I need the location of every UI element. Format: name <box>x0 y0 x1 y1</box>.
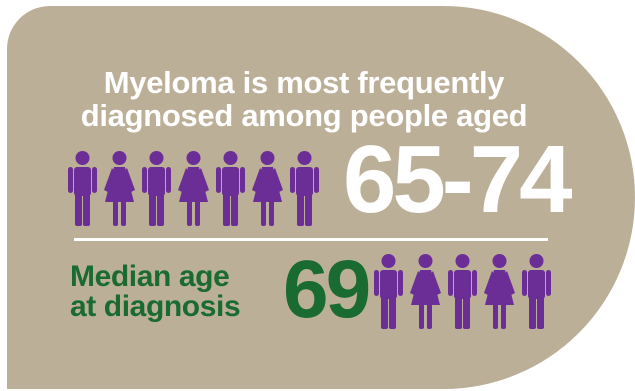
headline: Myeloma is most frequently diagnosed amo… <box>34 66 574 132</box>
female-person-icon <box>484 254 515 329</box>
age-range: 65-74 <box>343 126 573 233</box>
female-person-icon <box>410 254 441 329</box>
female-person-icon <box>104 151 135 226</box>
median-age-value: 69 <box>283 244 371 335</box>
male-person-icon <box>522 254 551 329</box>
people-row-top <box>66 150 321 226</box>
female-person-icon <box>178 151 209 226</box>
median-label: Median age at diagnosis <box>70 260 241 323</box>
median-label-line-2: at diagnosis <box>70 290 241 323</box>
male-person-icon <box>290 151 319 226</box>
people-row-bottom <box>372 253 553 329</box>
headline-line-1: Myeloma is most frequently <box>103 65 505 100</box>
male-person-icon <box>374 254 403 329</box>
female-person-icon <box>252 151 283 226</box>
divider <box>74 238 548 241</box>
male-person-icon <box>216 151 245 226</box>
headline-line-2: diagnosed among people aged <box>80 98 528 133</box>
median-label-line-1: Median age <box>70 260 230 293</box>
male-person-icon <box>448 254 477 329</box>
male-person-icon <box>142 151 171 226</box>
male-person-icon <box>68 151 97 226</box>
